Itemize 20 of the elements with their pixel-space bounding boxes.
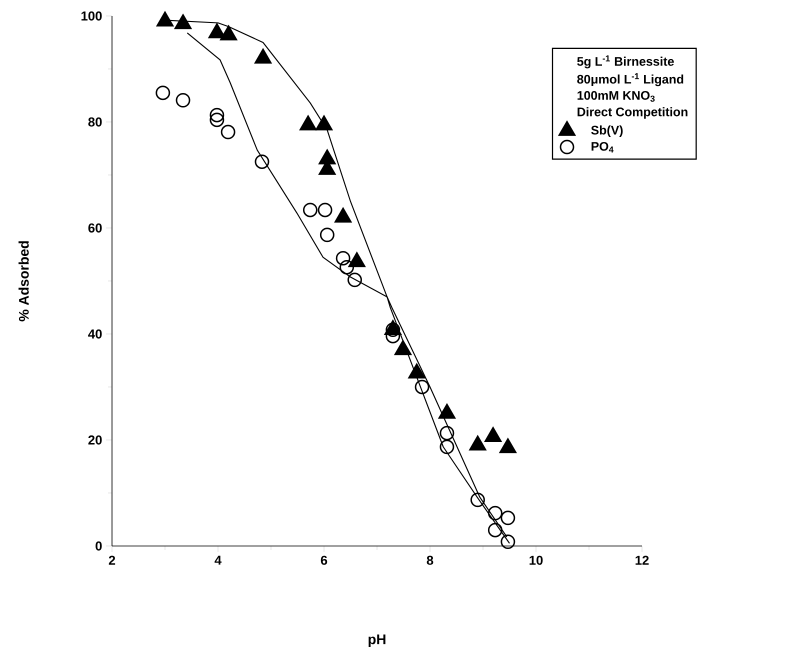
- y-tick-label: 100: [81, 11, 102, 21]
- x-tick-label: 4: [214, 556, 222, 565]
- annotation: 100mM KNO$_{3}$: [578, 91, 655, 102]
- y-axis-title: % Adsorbed: [18, 241, 29, 322]
- y-tick-label: 40: [88, 329, 102, 339]
- annotation: 5g L$^{-1}$ Birnessite: [577, 55, 674, 68]
- x-tick-label: 2: [108, 556, 116, 565]
- annotation: 80μmol L$^{-1}$ Ligand: [577, 73, 684, 86]
- legend-label: Sb(V): [591, 125, 623, 138]
- x-tick-label: 12: [636, 556, 649, 565]
- annotation: Direct Competition: [578, 107, 688, 119]
- x-tick-label: 10: [530, 556, 543, 565]
- y-tick-label: 0: [96, 541, 102, 551]
- x-tick-label: 6: [320, 556, 328, 565]
- legend-label: PO$_{4}$: [592, 142, 614, 153]
- y-tick-label: 60: [88, 223, 102, 233]
- y-tick-label: 20: [88, 435, 102, 445]
- y-tick-label: 80: [88, 117, 102, 127]
- x-axis-title: pH: [368, 634, 386, 647]
- x-tick-label: 8: [426, 556, 434, 565]
